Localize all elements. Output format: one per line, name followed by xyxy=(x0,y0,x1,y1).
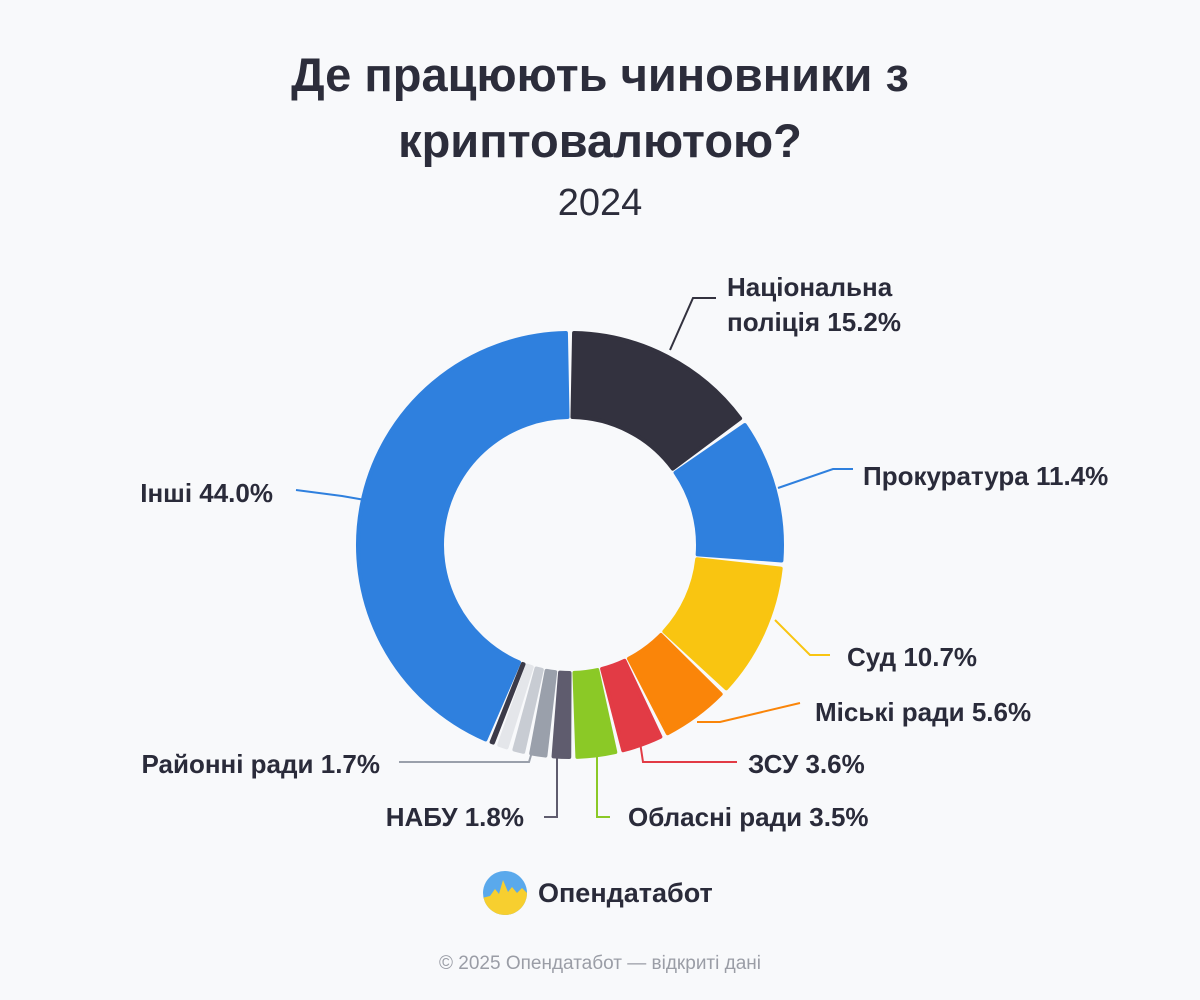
donut-slice-прокуратура xyxy=(673,423,784,563)
donut-slice-інші xyxy=(356,331,570,742)
donut-slice-міські-ради xyxy=(626,633,723,736)
chart-title-line-1: Де працюють чиновники з xyxy=(291,48,909,101)
opendatabot-logo-icon xyxy=(483,871,527,915)
donut-slice-8 xyxy=(512,666,544,754)
chart-title: Де працюють чиновники з криптовалютою? xyxy=(0,42,1200,174)
brand: Опендатабот xyxy=(482,868,713,918)
donut-slice-районні-ради xyxy=(529,668,558,758)
slice-label-7: Районні ради 1.7% xyxy=(142,749,381,779)
chart-subtitle: 2024 xyxy=(557,182,643,224)
slice-label-3: Міські ради 5.6% xyxy=(815,697,1031,727)
donut-slice-9 xyxy=(497,663,534,750)
leader-line-6 xyxy=(544,753,558,818)
slice-label-0-line-2: поліція 15.2% xyxy=(727,307,901,337)
slice-label-11: Інші 44.0% xyxy=(140,478,273,508)
leader-line-1 xyxy=(777,468,853,489)
slice-label-2: Суд 10.7% xyxy=(847,642,977,672)
leader-line-7 xyxy=(399,744,535,763)
leader-line-4 xyxy=(639,741,737,763)
donut-slice-10 xyxy=(489,661,526,745)
leader-line-0 xyxy=(669,297,716,351)
leader-line-11 xyxy=(295,489,366,501)
brand-name: Опендатабот xyxy=(538,877,713,908)
donut-slice-національна-поліція xyxy=(570,331,743,471)
slice-label-0-line-1: Національна xyxy=(727,272,893,302)
slice-label-5: Обласні ради 3.5% xyxy=(628,802,869,832)
donut-slice-набу xyxy=(551,670,572,759)
slice-label-4: ЗСУ 3.6% xyxy=(748,749,865,779)
donut-slice-обласні-ради xyxy=(572,668,618,759)
leader-line-2 xyxy=(774,619,830,656)
slice-label-6: НАБУ 1.8% xyxy=(386,802,524,832)
leader-line-5 xyxy=(596,753,610,818)
chart-title-line-2: криптовалютою? xyxy=(398,114,802,167)
donut-slice-зсу xyxy=(600,658,663,753)
donut-slice-суд xyxy=(662,557,783,691)
footer-copyright: © 2025 Опендатабот — відкриті дані xyxy=(439,953,761,974)
leader-line-3 xyxy=(697,702,801,723)
slice-label-1: Прокуратура 11.4% xyxy=(863,461,1108,491)
